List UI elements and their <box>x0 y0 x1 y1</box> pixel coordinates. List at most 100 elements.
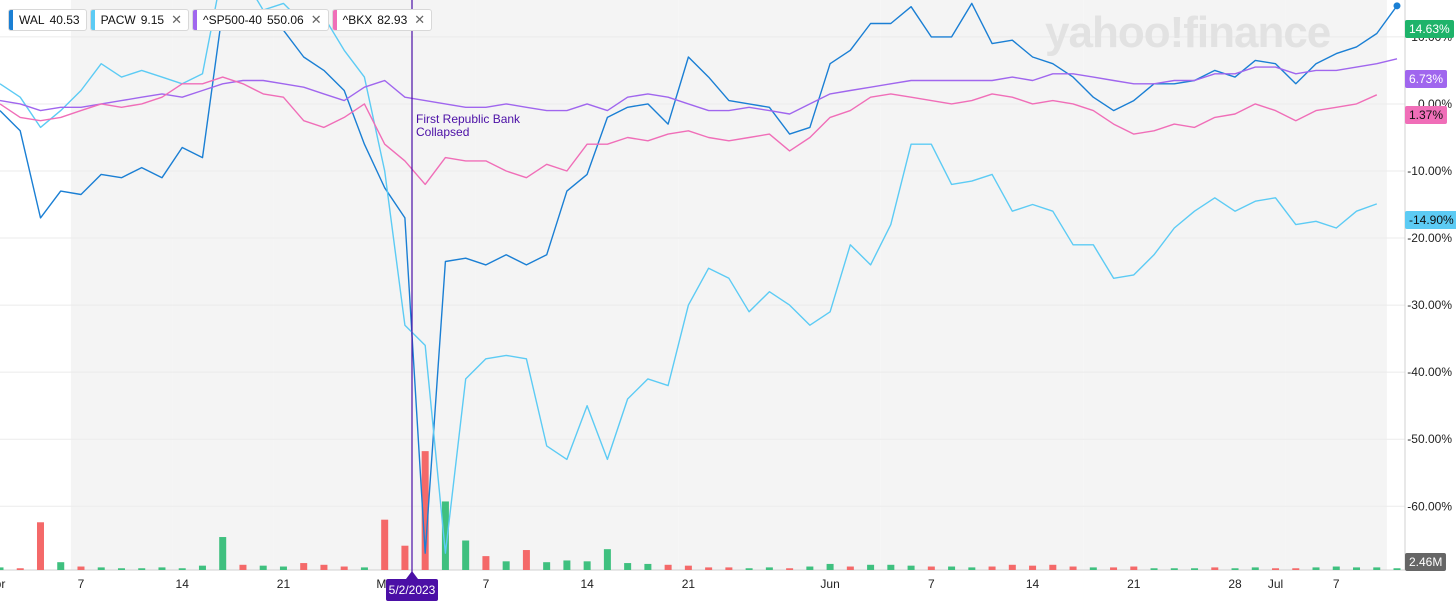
volume-bar <box>1008 564 1016 570</box>
x-tick-label: 21 <box>277 577 291 591</box>
volume-bar <box>97 567 105 570</box>
chip-value: 40.53 <box>49 13 80 27</box>
volume-bar <box>441 501 449 570</box>
volume-bar <box>603 549 611 570</box>
volume-bar <box>360 567 368 570</box>
volume-bar <box>745 568 753 570</box>
bkx-color-swatch <box>332 10 337 30</box>
event-flag-arrow-icon <box>406 571 418 579</box>
sp500-40-last-value-badge: 6.73% <box>1405 70 1448 88</box>
annotation-line-1: First Republic Bank <box>416 112 521 126</box>
volume-bar <box>522 550 530 570</box>
x-tick-label: 7 <box>1333 577 1340 591</box>
volume-bar <box>502 561 510 570</box>
volume-bar <box>138 568 146 570</box>
volume-bar <box>1029 565 1037 570</box>
x-axis-ticks: pr71421Ma71421Jun7142128Jul7 <box>0 577 1340 591</box>
volume-bars <box>0 451 1401 570</box>
sp500-40-color-swatch <box>192 10 197 30</box>
x-tick-label: 7 <box>483 577 490 591</box>
volume-bar <box>36 522 44 570</box>
x-tick-label: 14 <box>176 577 190 591</box>
chip-symbol: WAL <box>19 13 45 27</box>
x-tick-label: 21 <box>682 577 696 591</box>
volume-bar <box>117 568 125 570</box>
y-axis-ticks: 10.00%0.00%-10.00%-20.00%-30.00%-40.00%-… <box>1407 30 1452 513</box>
week-shade-band <box>70 0 173 570</box>
volume-bar <box>1332 566 1340 570</box>
x-tick-label: 14 <box>1026 577 1040 591</box>
series-line-sp50040 <box>0 58 1398 115</box>
volume-bar <box>705 567 713 570</box>
series-line-bkx <box>0 76 1378 186</box>
volume-bar <box>988 566 996 570</box>
remove-bkx-icon[interactable]: ✕ <box>414 12 426 27</box>
event-date-flag[interactable]: 5/2/2023 <box>386 579 438 601</box>
symbol-chip-pacw[interactable]: PACW 9.15 ✕ <box>89 9 189 31</box>
chip-symbol: PACW <box>100 13 136 27</box>
chip-symbol: ^BKX <box>342 13 373 27</box>
remove-pacw-icon[interactable]: ✕ <box>171 12 182 27</box>
volume-bar <box>948 566 956 570</box>
volume-bar <box>77 566 85 570</box>
volume-bar <box>765 567 773 570</box>
volume-bar <box>340 566 348 570</box>
volume-bar <box>786 568 794 570</box>
volume-bar <box>664 564 672 570</box>
pacw-color-swatch <box>90 10 95 30</box>
chip-value: 550.06 <box>266 13 304 27</box>
remove-sp500-40-icon[interactable]: ✕ <box>310 12 322 27</box>
week-shade-band <box>981 0 1084 570</box>
volume-bar <box>421 451 429 570</box>
volume-bar <box>239 564 247 570</box>
week-shade-band <box>1285 0 1387 570</box>
volume-bar <box>927 566 935 570</box>
symbol-chip-sp500-40[interactable]: ^SP500-40 550.06 ✕ <box>191 9 329 31</box>
y-tick-label: -10.00% <box>1407 164 1452 178</box>
volume-bar <box>1110 567 1118 570</box>
week-shade-band <box>172 0 274 570</box>
volume-bar <box>198 565 206 570</box>
pacw-last-value-badge: -14.90% <box>1405 211 1456 229</box>
y-tick-label: -30.00% <box>1407 298 1452 312</box>
y-tick-label: -50.00% <box>1407 432 1452 446</box>
volume-bar <box>320 564 328 570</box>
volume-bar <box>867 564 875 570</box>
week-shade-band <box>678 0 780 570</box>
chip-symbol: ^SP500-40 <box>202 13 262 27</box>
week-shade-band <box>1184 0 1286 570</box>
volume-bar <box>1292 568 1300 570</box>
x-tick-label: 7 <box>928 577 935 591</box>
volume-bar <box>1211 567 1219 570</box>
x-tick-label: Jun <box>820 577 839 591</box>
volume-bar <box>0 567 4 570</box>
volume-bar <box>279 566 287 570</box>
volume-bar <box>16 568 24 570</box>
chip-value: 9.15 <box>140 13 165 27</box>
volume-bar <box>684 565 692 570</box>
volume-bar <box>624 563 632 570</box>
bkx-last-value-badge: 1.37% <box>1405 106 1448 124</box>
volume-bar <box>826 563 834 570</box>
week-shade-band <box>779 0 881 570</box>
volume-bar <box>543 562 551 570</box>
volume-bar <box>1069 566 1077 570</box>
wal-last-value-badge: 14.63% <box>1405 20 1454 38</box>
symbol-chip-bkx[interactable]: ^BKX 82.93 ✕ <box>331 9 433 31</box>
week-shading <box>70 0 1387 570</box>
volume-bar <box>57 562 65 570</box>
y-tick-label: -40.00% <box>1407 365 1452 379</box>
event-annotation[interactable]: First Republic Bank Collapsed <box>416 113 520 139</box>
volume-bar <box>462 540 470 570</box>
week-shade-band <box>880 0 982 570</box>
volume-bar <box>583 561 591 570</box>
volume-bar <box>219 537 227 570</box>
wal-color-swatch <box>9 10 13 30</box>
volume-bar <box>1353 567 1361 570</box>
symbol-chip-wal[interactable]: WAL 40.53 <box>8 9 87 31</box>
volume-bar <box>381 519 389 570</box>
x-tick-label: 14 <box>580 577 594 591</box>
volume-bar <box>968 567 976 570</box>
volume-bar <box>644 563 652 570</box>
